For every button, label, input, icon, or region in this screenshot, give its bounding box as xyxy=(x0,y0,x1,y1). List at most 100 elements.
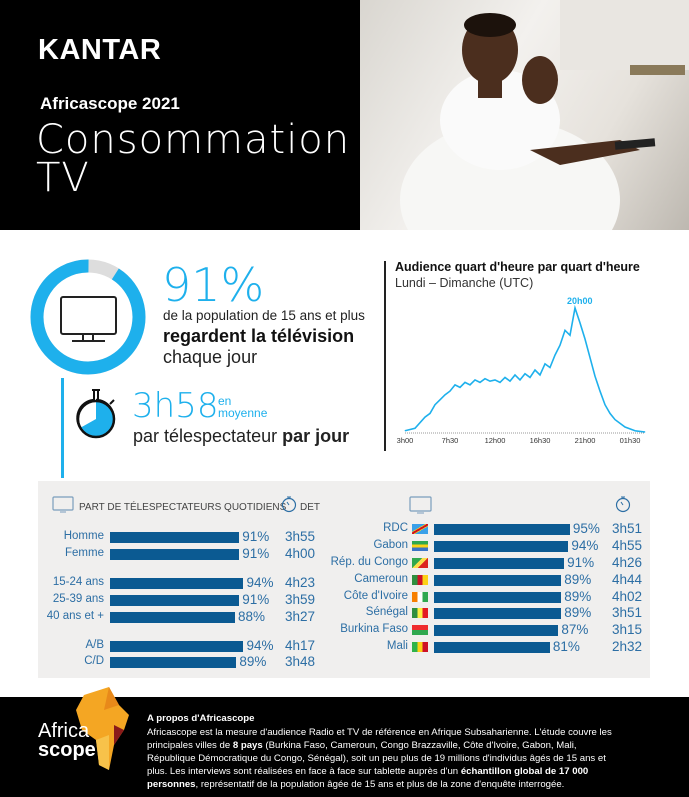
flag-burkina-faso-icon xyxy=(412,625,428,635)
flag-cameroon-icon xyxy=(412,575,428,585)
profile-row-time: 3h55 xyxy=(285,529,316,544)
profile-row-percent: 89% xyxy=(239,654,267,669)
data-point xyxy=(644,431,646,433)
det-header: DET xyxy=(300,502,320,513)
page-title-line2: TV xyxy=(36,155,90,201)
profile-row-label: 40 ans et + xyxy=(46,610,104,622)
tv-icon xyxy=(52,496,74,513)
footer-text: (Burkina Faso, Cameroun, Congo Brazzavil… xyxy=(147,740,606,777)
data-point xyxy=(534,369,536,371)
caption-text: par télespectateur xyxy=(133,426,283,446)
data-point xyxy=(479,382,481,383)
profile-row-bar xyxy=(110,532,240,543)
report-subtitle: Africascope 2021 xyxy=(40,94,180,113)
tv-icon xyxy=(409,496,432,514)
data-point xyxy=(529,377,531,378)
data-point xyxy=(579,322,581,324)
country-time: 4h44 xyxy=(612,572,643,587)
profile-row-label: Homme xyxy=(63,530,104,542)
profile-row-label: A/B xyxy=(85,639,104,651)
data-point xyxy=(424,416,426,418)
data-point xyxy=(524,373,526,375)
data-point xyxy=(449,390,451,392)
reach-ring xyxy=(30,259,146,375)
country-percent: 89% xyxy=(564,605,592,620)
x-tick-label: 21h00 xyxy=(574,436,596,445)
profile-row-label: 25-39 ans xyxy=(52,593,104,605)
country-time: 3h51 xyxy=(612,605,643,620)
duration-suffix: en moyenne xyxy=(218,395,267,419)
country-percent: 89% xyxy=(564,572,592,587)
profile-row-percent: 94% xyxy=(246,638,274,653)
country-time: 4h55 xyxy=(612,538,643,553)
connector-line xyxy=(61,378,64,478)
country-percent: 89% xyxy=(564,589,592,604)
profile-row-time: 3h59 xyxy=(285,592,316,607)
africascope-logo-bottom: scope xyxy=(38,739,96,761)
profile-row-time: 3h48 xyxy=(285,654,316,669)
data-point xyxy=(414,427,416,429)
profile-row-time: 4h23 xyxy=(285,575,316,590)
profile-row-label: Femme xyxy=(65,547,104,559)
stopwatch-icon xyxy=(615,496,631,513)
flag-congo-icon xyxy=(412,558,428,568)
data-point xyxy=(484,378,486,380)
data-point xyxy=(589,357,591,358)
flag-drc-icon xyxy=(412,524,428,534)
flag-gabon-icon xyxy=(412,541,428,551)
country-bar xyxy=(434,558,565,569)
reach-line2: regardent la télévision xyxy=(163,326,355,346)
data-point xyxy=(604,404,606,406)
profile-row-bar xyxy=(110,595,240,606)
audience-series-line xyxy=(404,304,646,433)
data-point xyxy=(434,404,436,406)
data-point xyxy=(494,379,496,381)
reach-percent: 91% xyxy=(162,258,265,312)
suffix-en: en xyxy=(218,394,232,408)
country-percent: 94% xyxy=(571,538,599,553)
chart-title: Audience quart d'heure par quart d'heure xyxy=(395,260,640,274)
country-time: 2h32 xyxy=(612,639,643,654)
x-tick-label: 12h00 xyxy=(484,436,506,445)
country-bar xyxy=(434,608,562,619)
profile-row-bar xyxy=(110,549,240,560)
data-point xyxy=(634,430,636,432)
profile-row-bar xyxy=(110,612,235,623)
country-label: Gabon xyxy=(373,539,408,551)
reach-ring-fill xyxy=(30,259,146,375)
data-point xyxy=(404,430,406,432)
data-point xyxy=(464,382,466,383)
chart-subtitle: Lundi – Dimanche (UTC) xyxy=(395,276,534,290)
data-point xyxy=(514,374,516,376)
data-point xyxy=(559,344,561,346)
data-point xyxy=(509,380,511,382)
data-point xyxy=(454,384,456,386)
caption-bold: par jour xyxy=(282,426,350,446)
country-label: Mali xyxy=(386,640,408,652)
country-bar xyxy=(434,625,559,636)
country-time: 3h15 xyxy=(612,622,643,637)
footer-text: , représentatif de la population âgée de… xyxy=(195,779,565,790)
country-percent: 87% xyxy=(561,622,589,637)
footer-title: A propos d'Africascope xyxy=(147,713,255,724)
country-time: 3h51 xyxy=(612,521,643,536)
country-label: Côte d'Ivoire xyxy=(343,590,408,602)
data-point xyxy=(489,380,491,382)
africa-map-logo xyxy=(76,687,129,770)
data-point xyxy=(599,390,601,392)
footer-body: Africascope est la mesure d'audience Rad… xyxy=(147,726,612,791)
page-title-line1: Consommation xyxy=(36,117,351,163)
data-point xyxy=(519,379,521,381)
x-tick-label: 3h00 xyxy=(396,436,414,445)
data-point xyxy=(609,413,611,414)
x-tick-label: 7h30 xyxy=(441,436,459,445)
flag-ivory-coast-icon xyxy=(412,592,428,602)
stopwatch-icon xyxy=(76,389,116,439)
flag-senegal-icon xyxy=(412,608,428,618)
country-time: 4h02 xyxy=(612,589,643,604)
stopwatch-icon xyxy=(281,496,297,513)
x-tick-label: 01h30 xyxy=(619,436,641,445)
data-point xyxy=(504,377,506,378)
country-label: Rép. du Congo xyxy=(330,556,408,568)
reach-line3: chaque jour xyxy=(163,347,258,367)
